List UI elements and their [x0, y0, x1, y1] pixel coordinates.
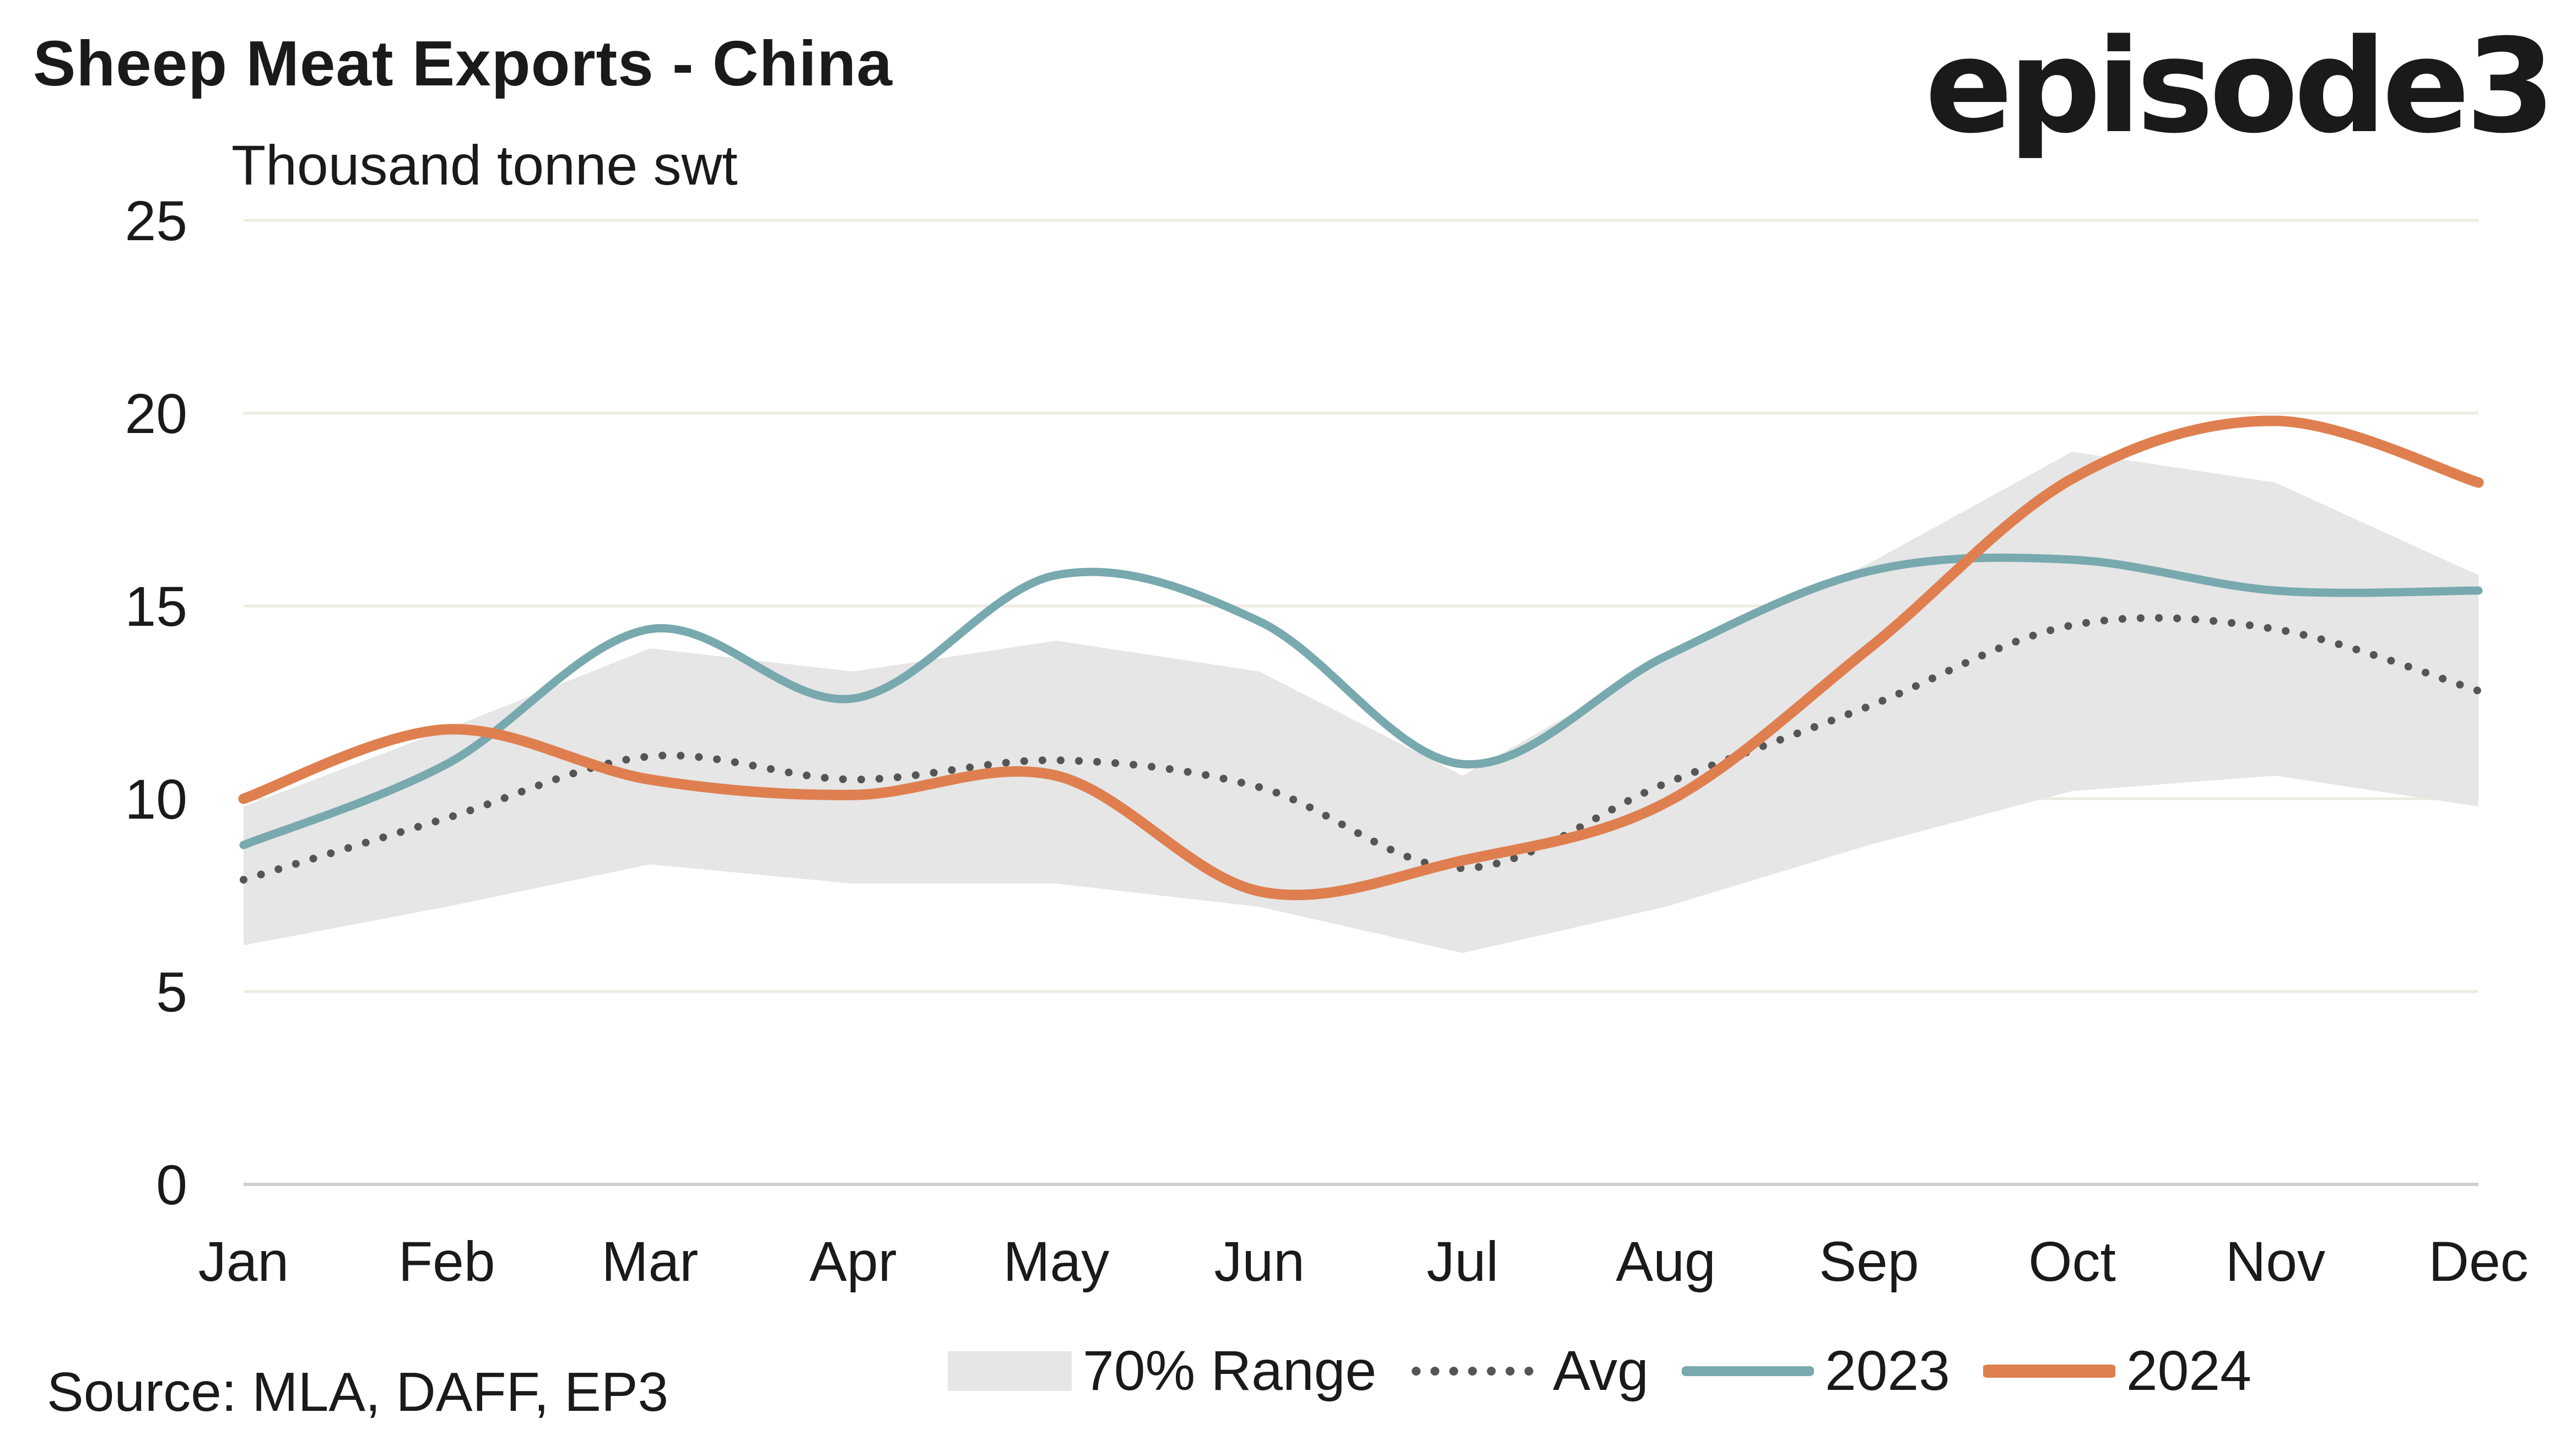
range-band [244, 452, 2478, 953]
x-tick-label-nov: Nov [2226, 1230, 2325, 1293]
x-tick-label-dec: Dec [2428, 1230, 2528, 1293]
y-tick-label-5: 5 [156, 961, 187, 1024]
x-tick-label-mar: Mar [602, 1230, 699, 1293]
legend-swatch-2024 [1983, 1364, 2115, 1378]
x-tick-label-oct: Oct [2028, 1230, 2116, 1293]
x-tick-label-aug: Aug [1616, 1230, 1716, 1293]
legend-swatch-2023 [1681, 1366, 1814, 1376]
x-tick-label-may: May [1003, 1230, 1110, 1293]
legend-swatch-range [948, 1351, 1072, 1391]
x-tick-label-feb: Feb [398, 1230, 495, 1293]
y-tick-label-15: 15 [125, 575, 187, 638]
legend-label-avg: Avg [1553, 1339, 1649, 1402]
legend-item-2024: 2024 [1983, 1339, 2251, 1403]
x-tick-label-sep: Sep [1819, 1230, 1919, 1293]
x-tick-label-apr: Apr [809, 1230, 897, 1293]
legend-item-range: 70% Range [948, 1339, 1376, 1403]
y-axis-label: Thousand tonne swt [231, 134, 738, 197]
x-tick-label-jan: Jan [198, 1230, 289, 1293]
avg-line [240, 614, 2482, 884]
source-note: Source: MLA, DAFF, EP3 [47, 1361, 669, 1423]
series-2023-line [239, 553, 2483, 849]
x-tick-label-jun: Jun [1214, 1230, 1304, 1293]
chart-title: Sheep Meat Exports - China [33, 28, 893, 99]
line-chart: 0 5 10 15 20 25 Jan Feb Mar Apr May Jun Jul Aug Sep Oct… [125, 190, 2529, 1293]
series-2024-line [238, 415, 2484, 901]
x-tick-label-jul: Jul [1427, 1230, 1498, 1293]
y-tick-label-25: 25 [125, 190, 187, 252]
legend-swatch-avg [1412, 1366, 1540, 1376]
legend-label-2023: 2023 [1824, 1339, 1950, 1402]
legend-item-2023: 2023 [1681, 1339, 1950, 1403]
y-tick-label-20: 20 [125, 382, 187, 445]
legend-item-avg: Avg [1409, 1339, 1649, 1403]
legend-label-range: 70% Range [1083, 1339, 1377, 1402]
legend-label-2024: 2024 [2126, 1339, 2251, 1402]
brand-logo: episode3 [1925, 12, 2556, 162]
legend: 70% Range Avg 2023 2024 [948, 1339, 2251, 1403]
y-tick-label-10: 10 [125, 768, 187, 831]
y-tick-label-0: 0 [156, 1154, 187, 1216]
